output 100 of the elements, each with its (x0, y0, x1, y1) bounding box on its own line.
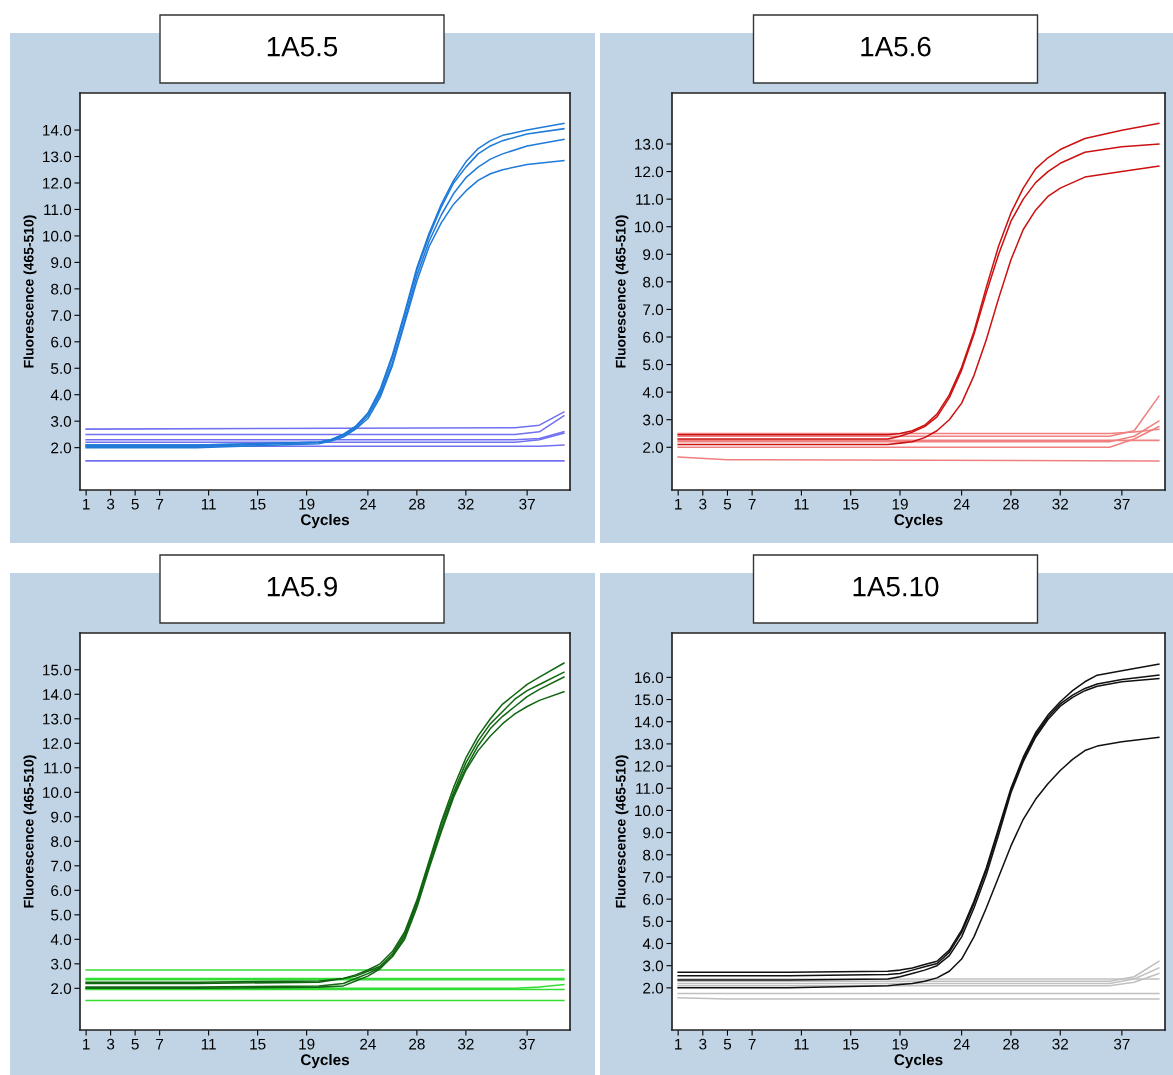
y-tick-label: 10.0 (635, 221, 664, 233)
y-tick-label: 5.0 (51, 909, 72, 921)
x-tick-label: 28 (1003, 1038, 1019, 1050)
y-tick-label: 2.0 (51, 442, 72, 454)
y-tick-label: 13.0 (635, 138, 664, 150)
x-tick-label: 24 (953, 1038, 970, 1050)
x-tick-label: 7 (748, 498, 756, 510)
chart-title: 1A5.6 (861, 36, 931, 57)
y-tick-label: 15.0 (43, 664, 72, 676)
y-tick-label: 6.0 (51, 336, 72, 348)
x-tick-label: 11 (201, 1038, 216, 1050)
x-tick-label: 11 (794, 1038, 809, 1050)
x-tick-label: 3 (106, 498, 115, 510)
x-tick-label: 37 (1113, 1038, 1130, 1050)
x-tick-label: 24 (953, 498, 970, 510)
y-tick-label: 3.0 (51, 416, 72, 427)
x-tick-label: 32 (1052, 1038, 1068, 1050)
x-tick-label: 5 (723, 1038, 732, 1050)
y-tick-label: 7.0 (643, 304, 664, 316)
x-tick-label: 3 (699, 1038, 707, 1050)
y-tick-label: 9.0 (51, 811, 72, 823)
x-tick-label: 7 (156, 498, 164, 510)
x-tick-label: 37 (1113, 498, 1130, 510)
x-tick-label: 24 (360, 1038, 376, 1050)
y-tick-label: 13.0 (43, 713, 72, 725)
x-tick-label: 3 (699, 498, 707, 510)
y-tick-label: 5.0 (51, 363, 72, 374)
y-tick-label: 3.0 (643, 414, 664, 426)
x-tick-label: 7 (156, 1038, 164, 1050)
x-tick-label: 19 (299, 1038, 315, 1050)
y-tick-label: 3.0 (51, 958, 72, 970)
x-tick-label: 19 (892, 498, 908, 510)
x-tick-label: 24 (360, 498, 376, 510)
x-tick-label: 32 (1052, 498, 1068, 510)
y-tick-label: 10.0 (43, 230, 72, 242)
y-tick-label: 5.0 (643, 359, 664, 371)
x-tick-label: 1 (83, 1038, 90, 1050)
y-tick-label: 8.0 (51, 283, 72, 295)
x-axis-title: Cycles (894, 513, 943, 529)
y-tick-label: 10.0 (43, 787, 72, 798)
y-tick-label: 11.0 (636, 783, 664, 794)
y-tick-label: 9.0 (643, 827, 664, 839)
y-tick-label: 14.0 (43, 124, 72, 136)
x-tick-label: 15 (843, 1038, 859, 1050)
y-tick-label: 14.0 (635, 716, 664, 728)
y-tick-label: 10.0 (635, 805, 664, 817)
y-tick-label: 6.0 (643, 331, 664, 343)
y-tick-label: 11.0 (44, 762, 72, 774)
x-tick-label: 7 (748, 1038, 756, 1050)
y-tick-label: 12.0 (635, 166, 664, 178)
y-tick-label: 8.0 (51, 836, 72, 847)
x-axis-title: Cycles (894, 1053, 943, 1069)
y-tick-label: 4.0 (642, 938, 664, 950)
x-tick-label: 3 (106, 1038, 115, 1050)
y-tick-label: 4.0 (642, 387, 664, 398)
y-tick-label: 7.0 (51, 860, 72, 872)
y-tick-label: 6.0 (643, 894, 664, 905)
y-axis-title: Fluorescence (465-510) (615, 755, 629, 908)
y-tick-label: 3.0 (643, 960, 664, 972)
y-tick-label: 2.0 (643, 982, 664, 994)
y-tick-label: 15.0 (635, 694, 664, 706)
chart-title: 1A5.10 (853, 576, 939, 597)
y-tick-label: 9.0 (51, 257, 72, 269)
y-tick-label: 11.0 (636, 194, 664, 205)
x-tick-label: 11 (794, 498, 809, 510)
x-axis-title: Cycles (301, 1053, 350, 1069)
y-axis-title: Fluorescence (465-510) (615, 215, 629, 368)
y-tick-label: 16.0 (635, 672, 664, 684)
x-tick-label: 19 (892, 1038, 908, 1050)
x-tick-label: 19 (299, 498, 315, 510)
x-tick-label: 32 (457, 498, 474, 510)
y-tick-label: 9.0 (643, 249, 664, 260)
y-tick-label: 12.0 (43, 738, 72, 749)
y-tick-label: 8.0 (643, 276, 664, 288)
y-tick-label: 2.0 (643, 442, 664, 453)
x-tick-label: 5 (131, 1038, 139, 1050)
y-tick-label: 12.0 (635, 760, 664, 772)
y-tick-label: 7.0 (51, 310, 72, 322)
y-tick-label: 8.0 (643, 849, 664, 861)
x-tick-label: 1 (83, 498, 90, 510)
y-tick-label: 12.0 (43, 177, 72, 189)
x-tick-label: 28 (409, 498, 425, 510)
y-tick-label: 7.0 (643, 871, 664, 883)
x-tick-label: 28 (409, 1038, 425, 1050)
x-tick-label: 32 (457, 1038, 474, 1050)
x-tick-label: 1 (675, 498, 682, 510)
y-tick-label: 11.0 (44, 204, 72, 216)
x-tick-label: 1 (675, 1038, 682, 1050)
y-tick-label: 5.0 (643, 916, 664, 928)
chart-title: 1A5.5 (267, 37, 338, 57)
x-tick-label: 15 (250, 1038, 266, 1050)
y-axis-title: Fluorescence (465-510) (23, 215, 37, 368)
y-tick-label: 13.0 (43, 151, 72, 163)
y-tick-label: 13.0 (635, 738, 664, 750)
x-tick-label: 37 (519, 1038, 535, 1050)
x-tick-label: 11 (201, 498, 216, 510)
y-tick-label: 4.0 (50, 934, 72, 946)
x-tick-label: 28 (1003, 498, 1019, 510)
x-tick-label: 5 (723, 498, 732, 510)
y-tick-label: 6.0 (51, 885, 72, 896)
